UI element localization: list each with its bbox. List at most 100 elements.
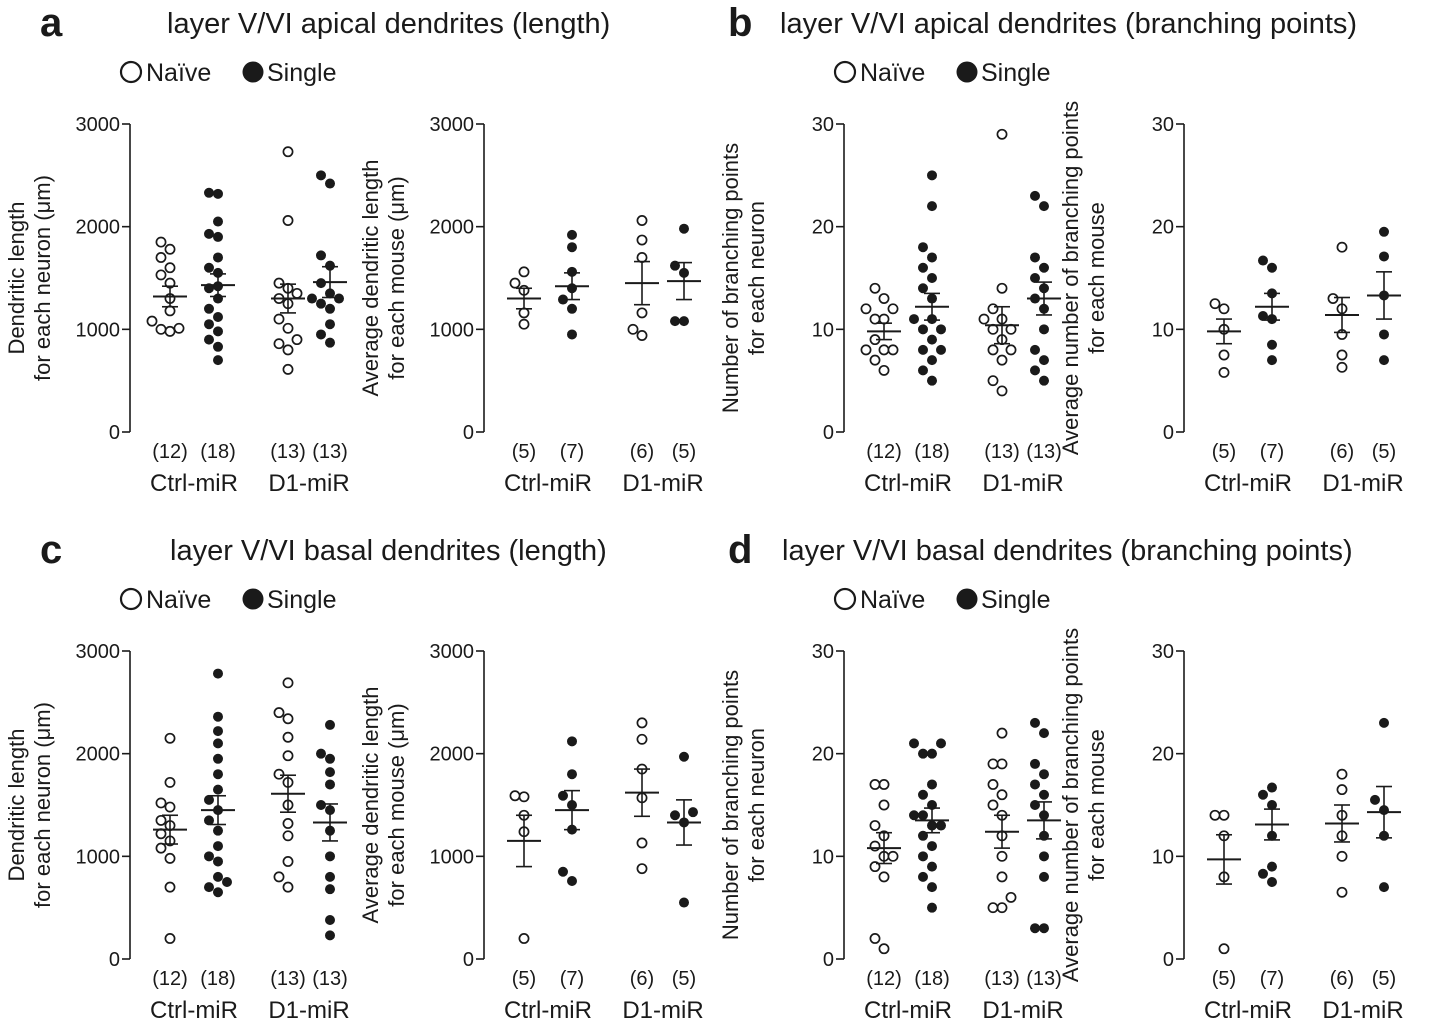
data-point [636,733,648,745]
sample-size-label: (18) [200,968,236,990]
data-point [282,322,294,334]
legend-open-marker [833,60,857,84]
data-point [324,303,335,314]
y-axis-label: for each neuron (μm) [30,702,55,908]
data-point [936,344,947,355]
series-2: (13) [270,677,306,990]
data-point [315,298,326,309]
panel-letter: c [40,528,62,572]
y-tick-label: 2000 [430,217,475,239]
data-point [869,840,881,852]
data-point [1030,272,1041,283]
series-3: (5) [667,223,701,463]
sample-size-label: (7) [1260,441,1284,463]
data-point [887,344,899,356]
data-point [1039,262,1050,273]
y-tick-label: 0 [823,422,834,444]
data-point [212,769,223,780]
data-point [173,322,185,334]
data-point [636,863,648,875]
data-point [282,344,294,356]
data-point [1030,923,1041,934]
data-point [927,201,938,212]
sample-size-label: (12) [152,441,188,463]
y-axis-label: Dendritic length [4,202,29,355]
data-point [936,820,947,831]
sample-size-label: (12) [152,968,188,990]
data-point [567,229,578,240]
data-point [1218,367,1230,378]
series-0: (12) [152,732,188,990]
y-axis-label: Average dendritic length [358,160,383,397]
sample-size-label: (6) [1330,441,1354,463]
data-point [1267,262,1278,273]
data-point [918,365,929,376]
data-point [282,363,294,375]
data-point [203,187,214,198]
data-point [996,727,1008,739]
series-3: (13) [1026,717,1062,990]
plot-c-4: 0 1000 2000 3000 Dendritic length for each ne… [4,641,350,1024]
data-point [203,851,214,862]
legend-filled-label: Single [981,59,1051,87]
data-point [909,738,920,749]
data-point [203,319,214,330]
data-point [1258,255,1269,266]
data-point [1267,861,1278,872]
legend-filled-marker [956,61,978,83]
data-point [282,881,294,893]
y-tick-label: 0 [1163,949,1174,971]
series-3: (5) [1367,717,1401,990]
data-point [212,711,223,722]
x-category-label: D1-miR [982,470,1063,497]
data-point [936,738,947,749]
data-point [315,329,326,340]
data-point [164,243,176,255]
data-point [273,768,285,780]
data-point [1039,324,1050,335]
data-point [1039,851,1050,862]
data-point [918,262,929,273]
data-point [164,325,176,337]
y-axis-label: for each mouse (μm) [384,176,409,379]
sample-size-label: (5) [1212,968,1236,990]
data-point [878,871,890,883]
data-point [996,871,1008,883]
data-point [878,313,890,325]
x-category-label: D1-miR [268,470,349,497]
plot-d-6: 0 10 20 30 Number of branching points for eac… [718,641,1064,1024]
data-point [1258,868,1269,879]
data-point [164,801,176,813]
data-point [1336,349,1348,361]
data-point [869,779,881,790]
plot-b-3: 0 10 20 30 Average number of branching point… [1058,101,1404,497]
data-point [918,344,929,355]
legend-open-label: Naïve [860,59,925,87]
y-tick-label: 0 [463,422,474,444]
data-point [679,316,690,327]
legend: Naïve Single [119,586,337,614]
data-point [212,841,223,852]
data-point [996,789,1008,801]
x-category-label: D1-miR [1322,470,1403,497]
data-point [996,902,1008,914]
sample-size-label: (6) [630,441,654,463]
data-point [212,871,223,882]
sample-size-label: (5) [672,441,696,463]
data-point [567,303,578,314]
y-axis-label: for each mouse [1084,729,1109,881]
panel-header-a: a layer V/VI apical dendrites (length) Naï… [40,1,610,87]
data-point [927,882,938,893]
data-point [636,234,648,246]
data-point [1379,717,1390,728]
y-tick-label: 2000 [430,744,475,766]
data-point [155,797,167,809]
sample-size-label: (12) [866,441,902,463]
data-point [282,146,294,158]
data-point [1336,850,1348,862]
y-axis-label: Number of branching points [718,143,743,413]
x-category-label: D1-miR [982,997,1063,1024]
data-point [887,303,899,315]
legend-open-marker [119,587,143,611]
sample-size-label: (5) [672,968,696,990]
